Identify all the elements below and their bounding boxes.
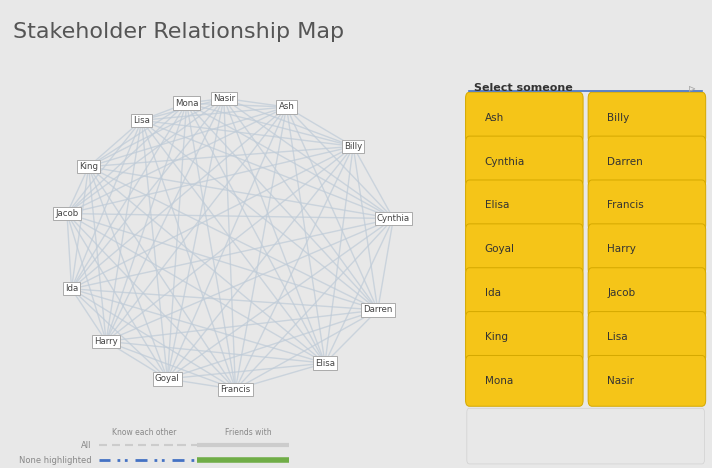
- FancyBboxPatch shape: [588, 180, 706, 231]
- FancyBboxPatch shape: [588, 268, 706, 319]
- FancyBboxPatch shape: [466, 268, 583, 319]
- Text: All: All: [81, 441, 92, 450]
- Text: Jacob: Jacob: [607, 288, 635, 298]
- Text: Harry: Harry: [94, 337, 118, 346]
- Text: Select someone: Select someone: [474, 83, 573, 93]
- FancyBboxPatch shape: [466, 224, 583, 275]
- Text: None highlighted: None highlighted: [19, 456, 92, 465]
- Text: Harry: Harry: [607, 244, 636, 254]
- FancyBboxPatch shape: [466, 312, 583, 362]
- Text: Friends with: Friends with: [225, 428, 271, 437]
- FancyBboxPatch shape: [467, 408, 704, 464]
- FancyBboxPatch shape: [466, 92, 583, 143]
- Text: Cynthia: Cynthia: [377, 214, 410, 223]
- Text: Mona: Mona: [484, 376, 513, 386]
- Text: Darren: Darren: [363, 306, 392, 314]
- Text: Know each other: Know each other: [112, 428, 177, 437]
- Text: Ida: Ida: [484, 288, 501, 298]
- Text: Goyal: Goyal: [484, 244, 515, 254]
- Text: Lisa: Lisa: [607, 332, 628, 342]
- Text: Elisa: Elisa: [315, 358, 335, 368]
- Text: Elisa: Elisa: [484, 200, 509, 211]
- Text: Nasir: Nasir: [213, 94, 235, 103]
- FancyBboxPatch shape: [588, 356, 706, 406]
- Text: Goyal: Goyal: [155, 374, 179, 383]
- Text: Francis: Francis: [607, 200, 644, 211]
- Text: Billy: Billy: [344, 142, 362, 151]
- FancyBboxPatch shape: [588, 136, 706, 187]
- Text: King: King: [79, 162, 98, 171]
- Text: ⊳: ⊳: [688, 83, 696, 93]
- Text: Jacob: Jacob: [56, 209, 78, 218]
- Text: Darren: Darren: [607, 156, 643, 167]
- Text: Mona: Mona: [175, 99, 199, 108]
- FancyBboxPatch shape: [588, 224, 706, 275]
- Text: Cynthia: Cynthia: [484, 156, 525, 167]
- FancyBboxPatch shape: [466, 136, 583, 187]
- Text: Nasir: Nasir: [607, 376, 634, 386]
- Text: King: King: [484, 332, 508, 342]
- FancyBboxPatch shape: [588, 92, 706, 143]
- Text: Ida: Ida: [65, 285, 78, 293]
- Text: Ash: Ash: [484, 113, 504, 123]
- Text: Stakeholder Relationship Map: Stakeholder Relationship Map: [13, 22, 344, 42]
- Text: Lisa: Lisa: [133, 116, 150, 125]
- Text: Francis: Francis: [220, 385, 251, 394]
- FancyBboxPatch shape: [588, 312, 706, 362]
- FancyBboxPatch shape: [466, 356, 583, 406]
- Text: Billy: Billy: [607, 113, 629, 123]
- Text: Ash: Ash: [278, 102, 295, 111]
- FancyBboxPatch shape: [466, 180, 583, 231]
